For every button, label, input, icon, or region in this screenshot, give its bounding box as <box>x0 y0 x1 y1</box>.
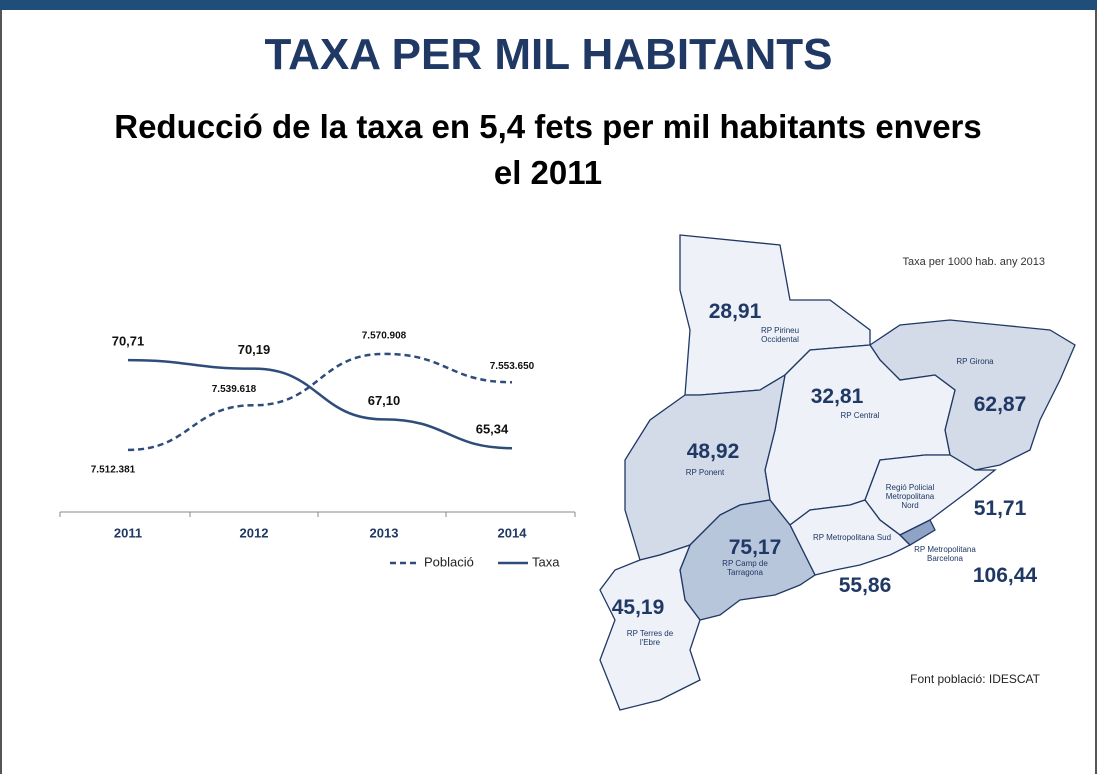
x-tick-label: 2013 <box>370 525 399 540</box>
region-value: 106,44 <box>972 564 1038 587</box>
region-shape <box>898 519 936 546</box>
data-label: 70,71 <box>112 334 145 349</box>
region-value: 28,91 <box>708 300 762 323</box>
region-name: RP Ponent <box>685 468 725 477</box>
region-name: RP Pirineu Occidental <box>760 326 800 344</box>
top-bar <box>0 0 1097 10</box>
series-line <box>127 352 513 452</box>
data-label: 70,19 <box>238 342 271 357</box>
region-value: 32,81 <box>810 385 864 408</box>
region-value: 48,92 <box>686 440 740 463</box>
subtitle: Reducció de la taxa en 5,4 fets per mil … <box>114 108 982 191</box>
region-name: RP Girona <box>956 357 994 366</box>
map-note: Taxa per 1000 hab. any 2013 <box>902 256 1045 268</box>
region-value: 62,87 <box>973 393 1027 416</box>
data-label: 7.512.381 <box>91 465 136 476</box>
series-line <box>127 358 513 450</box>
region-name: RP Metropolitana Barcelona <box>914 545 976 563</box>
region-name: RP Camp de Tarragona <box>722 559 768 577</box>
legend-label: Població <box>424 554 474 569</box>
data-label: 7.539.618 <box>212 384 257 395</box>
title: TAXA PER MIL HABITANTS <box>264 30 833 79</box>
map <box>599 234 1076 711</box>
data-label: 67,10 <box>368 393 401 408</box>
data-label: 7.553.650 <box>490 361 535 372</box>
region-name: RP Terres de l'Ebre <box>626 629 674 647</box>
region-shape <box>599 543 701 711</box>
region-value: 55,86 <box>838 574 892 597</box>
data-label: 7.570.908 <box>362 331 407 342</box>
region-name: RP Central <box>840 411 880 420</box>
x-tick-label: 2012 <box>240 525 269 540</box>
region-value: 75,17 <box>728 536 782 559</box>
region-value: 51,71 <box>973 497 1027 520</box>
region-name: Regió Policial Metropolitana Nord <box>885 483 935 510</box>
region-value: 45,19 <box>611 596 665 619</box>
x-tick-label: 2011 <box>114 525 142 540</box>
source: Font població: IDESCAT <box>910 672 1041 686</box>
legend-label: Taxa <box>532 554 560 569</box>
x-tick-label: 2014 <box>498 525 528 540</box>
region-name: RP Metropolitana Sud <box>812 533 892 542</box>
data-label: 65,34 <box>476 422 509 437</box>
